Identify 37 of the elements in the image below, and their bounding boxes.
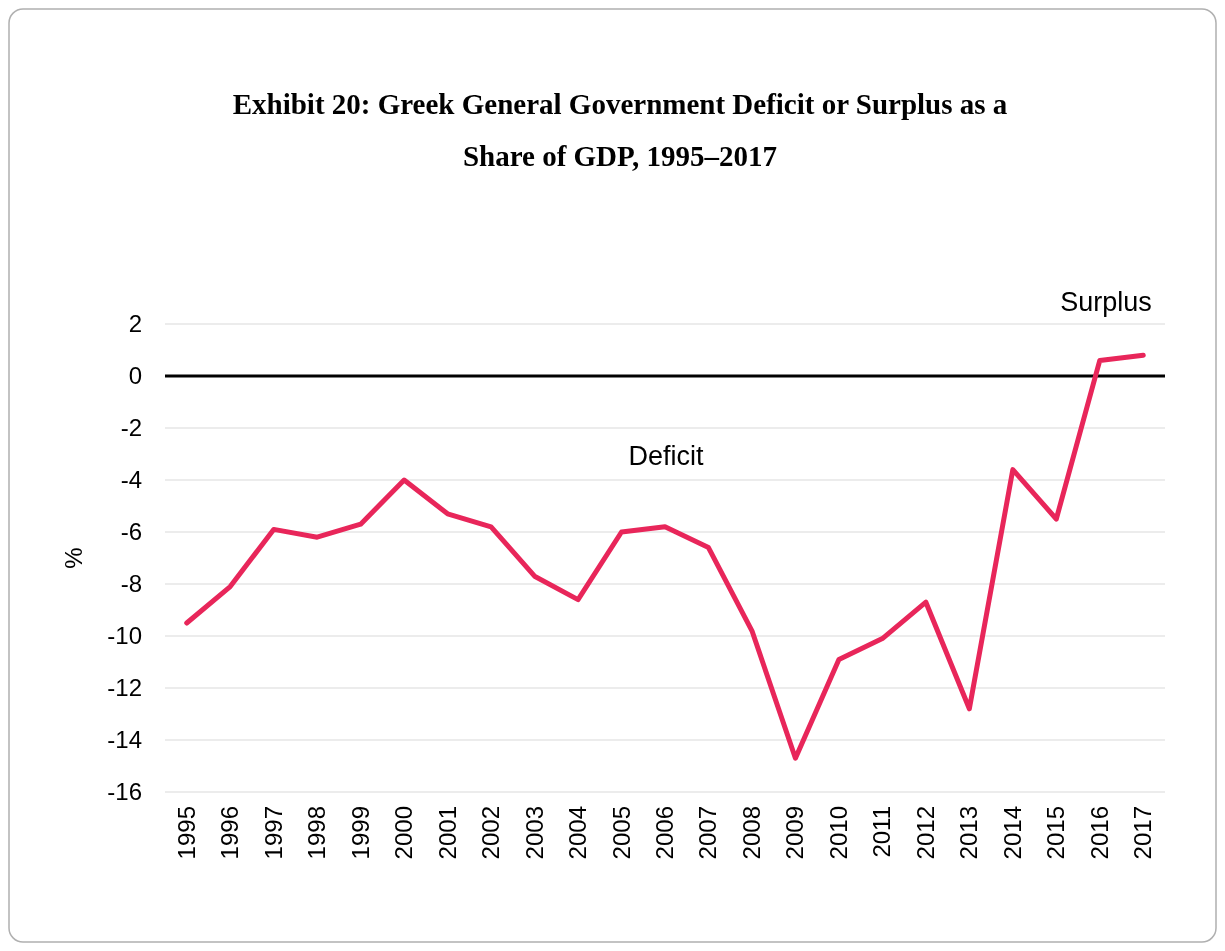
x-tick-label: 2012 [911,806,939,860]
x-tick-label: 2000 [390,806,418,860]
y-tick-label: -2 [120,414,142,442]
x-tick-label: 2007 [694,806,722,860]
x-tick-label: 1999 [346,806,374,860]
x-tick-label: 2002 [477,806,505,860]
x-tick-label: 1998 [303,806,331,860]
y-tick-label: -4 [120,466,142,494]
x-tick-label: 2011 [868,806,896,858]
y-axis-title: % [60,547,87,569]
y-tick-label: 0 [128,362,142,390]
x-tick-label: 2004 [564,806,592,860]
y-tick-label: -6 [120,518,142,546]
y-tick-label: 2 [128,310,142,338]
annotation: Deficit [628,441,705,471]
x-tick-label: 2008 [737,806,765,860]
y-tick-label: -14 [107,726,142,754]
x-tick-label: 2005 [607,806,635,860]
x-tick-label: 1995 [172,806,200,860]
chart-title: Exhibit 20: Greek General Government Deficit or Surplus as a Share of GDP, 1995–2017 [232,88,1008,172]
y-tick-label: -8 [120,570,142,598]
text: Surplus [1060,287,1152,317]
x-tick-label: 2006 [651,806,678,860]
y-tick-label: -16 [107,778,142,806]
y-tick-label: -10 [107,622,142,650]
x-tick-label: 2003 [520,806,548,860]
x-tick-label: 2016 [1085,806,1113,860]
y-tick-label: -12 [107,674,142,702]
x-tick-label: 2010 [824,806,852,860]
x-tick-label: 2014 [998,806,1026,860]
x-tick-label: 1996 [216,806,244,860]
x-tick-label: 1997 [259,806,287,860]
x-tick-label: 2001 [433,806,461,860]
x-tick-label: 2009 [781,806,809,860]
x-tick-label: 2017 [1129,806,1157,860]
x-tick-label: 2015 [1042,806,1070,860]
x-tick-label: 2013 [955,806,983,860]
